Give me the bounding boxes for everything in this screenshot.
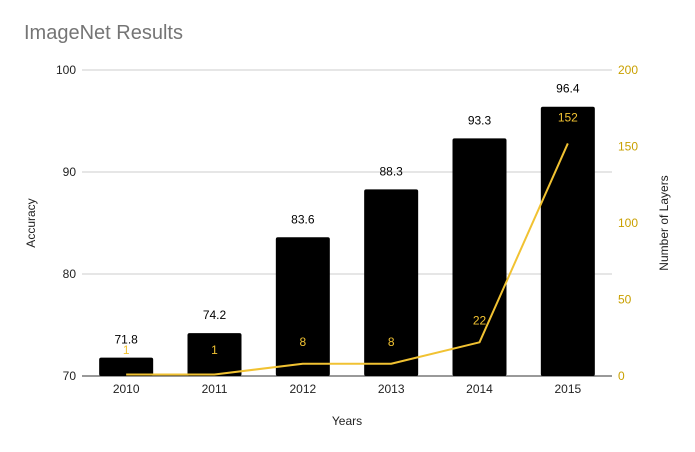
y2-tick-label: 50 — [618, 293, 632, 307]
line-data-label: 152 — [558, 110, 578, 124]
bar-data-label: 71.8 — [114, 333, 138, 347]
x-tick-label: 2015 — [554, 382, 581, 396]
x-tick-label: 2011 — [202, 382, 228, 396]
x-tick-label: 2014 — [466, 382, 493, 396]
bar — [187, 333, 242, 376]
chart-title: ImageNet Results — [24, 22, 183, 44]
y-tick-label: 90 — [63, 165, 77, 179]
bar — [364, 189, 419, 376]
y2-axis-title: Number of Layers — [657, 175, 671, 270]
line-data-label: 1 — [123, 343, 130, 357]
y-tick-label: 70 — [63, 369, 77, 383]
layers-line — [126, 143, 569, 376]
x-axis-title: Years — [332, 414, 362, 428]
x-tick-label: 2010 — [113, 382, 140, 396]
y2-tick-label: 0 — [618, 369, 625, 383]
y-tick-label: 100 — [56, 63, 76, 77]
line-data-label: 8 — [299, 335, 306, 349]
y-tick-label: 80 — [63, 267, 77, 281]
line-data-label: 22 — [473, 313, 487, 327]
bar-data-label: 74.2 — [203, 308, 227, 322]
bar — [275, 237, 330, 376]
bar — [452, 138, 507, 376]
bar-data-label: 96.4 — [556, 82, 580, 96]
bar-data-label: 88.3 — [379, 164, 403, 178]
line-data-label: 8 — [388, 335, 395, 349]
bar-data-label: 93.3 — [468, 113, 492, 127]
x-tick-label: 2012 — [289, 382, 316, 396]
y2-tick-label: 100 — [618, 216, 638, 230]
line-data-label: 1 — [211, 343, 218, 357]
bar — [540, 106, 595, 376]
bar — [99, 357, 154, 376]
y2-tick-label: 150 — [618, 140, 638, 154]
y-axis-title: Accuracy — [24, 198, 38, 247]
y2-tick-label: 200 — [618, 63, 638, 77]
x-tick-label: 2013 — [378, 382, 405, 396]
bar-data-label: 83.6 — [291, 212, 315, 226]
